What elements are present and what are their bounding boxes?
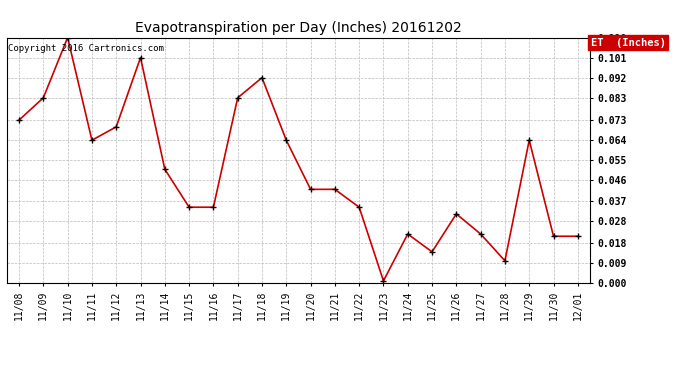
Text: ET  (Inches): ET (Inches) [591, 38, 666, 48]
Text: Copyright 2016 Cartronics.com: Copyright 2016 Cartronics.com [8, 44, 164, 52]
Title: Evapotranspiration per Day (Inches) 20161202: Evapotranspiration per Day (Inches) 2016… [135, 21, 462, 35]
